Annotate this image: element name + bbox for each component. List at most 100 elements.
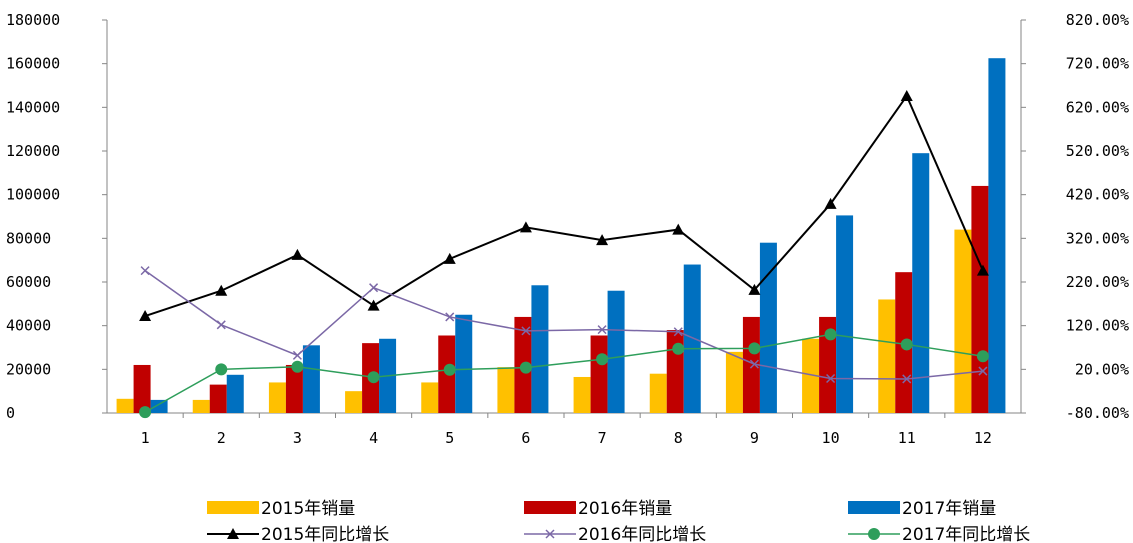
y-right-tick-label: 720.00% bbox=[1066, 55, 1129, 73]
bar-2015年销量-4 bbox=[345, 391, 363, 413]
x-tick-label: 1 bbox=[141, 429, 150, 447]
y-left-tick-label: 60000 bbox=[6, 273, 51, 291]
y-right-tick-label: 520.00% bbox=[1066, 142, 1129, 160]
y-left-tick-label: 180000 bbox=[6, 11, 60, 29]
x-tick-label: 7 bbox=[598, 429, 607, 447]
y-left-tick-label: 80000 bbox=[6, 229, 51, 247]
legend-label-2016年同比增长: 2016年同比增长 bbox=[578, 525, 706, 543]
bar-2016年销量-1 bbox=[133, 364, 151, 413]
bar-2016年销量-10 bbox=[819, 316, 837, 413]
x-tick-label: 9 bbox=[750, 429, 759, 447]
y-right-tick-label: 220.00% bbox=[1066, 273, 1129, 291]
legend-label-2015年销量: 2015年销量 bbox=[261, 499, 355, 519]
bar-2017年销量-3 bbox=[302, 345, 320, 413]
legend-label-2017年销量: 2017年销量 bbox=[902, 499, 996, 519]
marker-x-12 bbox=[978, 366, 988, 376]
bar-2016年销量-9 bbox=[742, 316, 760, 413]
legend-label-2017年同比增长: 2017年同比增长 bbox=[902, 525, 1030, 543]
y-right-tick-label: 820.00% bbox=[1066, 11, 1129, 29]
x-tick-label: 12 bbox=[974, 429, 992, 447]
marker-x-11 bbox=[902, 374, 912, 384]
bar-2015年销量-3 bbox=[268, 382, 286, 413]
line-2016年同比增长 bbox=[144, 270, 983, 380]
marker-x-6 bbox=[521, 326, 531, 336]
bar-2015年销量-7 bbox=[573, 376, 591, 413]
x-tick-label: 3 bbox=[293, 429, 302, 447]
marker-x-9 bbox=[749, 359, 759, 369]
y-left-tick-label: 0 bbox=[6, 404, 15, 422]
legend-marker-x bbox=[545, 529, 555, 539]
chart-legend: 2015年销量 2016年销量 2017年销量 2015年同比增长 2016年同比增长 2… bbox=[207, 499, 1030, 543]
bar-2015年销量-9 bbox=[725, 351, 743, 413]
marker-circle-11 bbox=[900, 338, 913, 351]
y-left-tick-label: 40000 bbox=[6, 317, 51, 335]
y-left-tick-label: 140000 bbox=[6, 98, 60, 116]
bar-2017年销量-9 bbox=[759, 242, 777, 413]
bar-2016年销量-8 bbox=[666, 330, 684, 413]
marker-x-1 bbox=[140, 266, 150, 276]
marker-x-7 bbox=[597, 325, 607, 335]
marker-circle-12 bbox=[976, 350, 989, 363]
marker-circle-8 bbox=[672, 342, 685, 355]
x-tick-label: 11 bbox=[898, 429, 916, 447]
bar-2017年销量-5 bbox=[455, 314, 473, 413]
marker-circle-3 bbox=[291, 360, 304, 373]
marker-circle-1 bbox=[139, 406, 152, 419]
y-right-tick-label: 120.00% bbox=[1066, 317, 1129, 335]
x-tick-label: 5 bbox=[445, 429, 454, 447]
marker-triangle-6 bbox=[519, 221, 532, 233]
bar-2017年销量-7 bbox=[607, 290, 625, 413]
bar-2016年销量-2 bbox=[209, 384, 227, 413]
marker-x-2 bbox=[216, 320, 226, 330]
x-tick-label: 4 bbox=[369, 429, 378, 447]
y-right-tick-label: 420.00% bbox=[1066, 186, 1129, 204]
bar-2015年销量-5 bbox=[421, 382, 439, 413]
bar-2016年销量-3 bbox=[285, 364, 303, 413]
y-right-tick-label: 620.00% bbox=[1066, 98, 1129, 116]
bar-2016年销量-12 bbox=[971, 185, 989, 413]
marker-circle-10 bbox=[824, 328, 837, 341]
marker-circle-9 bbox=[748, 342, 761, 355]
bar-2015年销量-12 bbox=[954, 229, 972, 413]
marker-triangle-10 bbox=[824, 197, 837, 209]
marker-triangle-9 bbox=[748, 283, 761, 295]
y-right-tick-label: -80.00% bbox=[1066, 404, 1129, 422]
y-left-tick-label: 100000 bbox=[6, 186, 60, 204]
legend-swatch-2017年销量 bbox=[848, 501, 900, 514]
marker-triangle-3 bbox=[291, 248, 304, 260]
y-right-tick-label: 20.00% bbox=[1075, 360, 1129, 378]
bar-2015年销量-6 bbox=[497, 367, 515, 413]
bar-2015年销量-8 bbox=[649, 373, 667, 413]
bar-2017年销量-10 bbox=[836, 215, 854, 413]
line-2015年同比增长 bbox=[144, 93, 984, 318]
legend-swatch-2015年销量 bbox=[207, 501, 259, 514]
y-left-tick-label: 120000 bbox=[6, 142, 60, 160]
x-tick-label: 8 bbox=[674, 429, 683, 447]
bar-2017年销量-1 bbox=[150, 399, 168, 413]
bar-2015年销量-1 bbox=[116, 398, 134, 413]
marker-triangle-2 bbox=[215, 284, 228, 296]
marker-circle-4 bbox=[367, 371, 380, 384]
marker-x-4 bbox=[369, 283, 379, 293]
marker-triangle-5 bbox=[443, 252, 456, 264]
line-series-group bbox=[139, 89, 989, 419]
legend-marker-triangle bbox=[227, 528, 239, 539]
marker-triangle-7 bbox=[596, 234, 609, 246]
bar-2015年销量-11 bbox=[878, 299, 896, 413]
bar-series-group bbox=[116, 58, 1006, 413]
bar-2017年销量-12 bbox=[988, 58, 1006, 413]
y-right-tick-label: 320.00% bbox=[1066, 229, 1129, 247]
bar-2017年销量-11 bbox=[912, 153, 930, 413]
bar-2017年销量-2 bbox=[226, 374, 244, 413]
x-tick-label: 2 bbox=[217, 429, 226, 447]
line-2017年同比增长 bbox=[144, 333, 984, 413]
marker-x-5 bbox=[445, 312, 455, 322]
legend-swatch-2016年销量 bbox=[524, 501, 576, 514]
marker-circle-2 bbox=[215, 363, 228, 376]
y-left-tick-label: 160000 bbox=[6, 55, 60, 73]
marker-circle-7 bbox=[596, 353, 609, 366]
marker-triangle-8 bbox=[672, 223, 685, 235]
y-left-tick-label: 20000 bbox=[6, 360, 51, 378]
legend-marker-circle bbox=[868, 528, 880, 540]
